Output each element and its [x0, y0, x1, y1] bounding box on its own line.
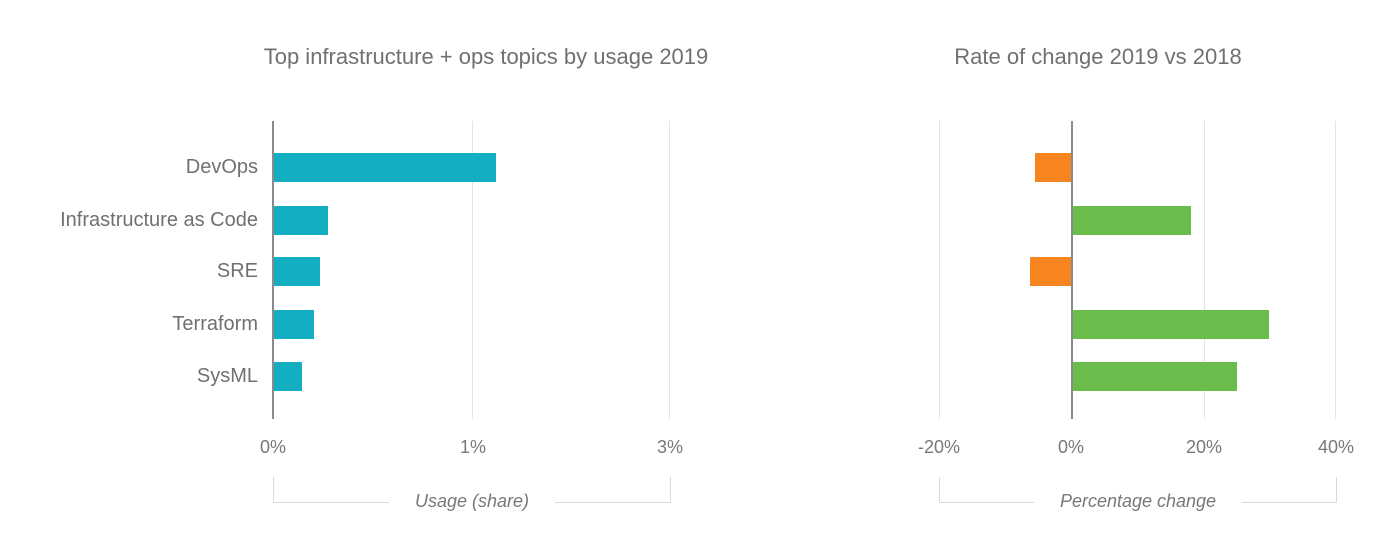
- category-label-sre: SRE: [216, 260, 258, 282]
- gridline: [1335, 121, 1336, 419]
- bar-infrastructure-as-code: [274, 206, 328, 235]
- gridline: [1204, 121, 1205, 419]
- bar-infrastructure-as-code: [1073, 206, 1191, 235]
- bracket-stub: [273, 477, 274, 503]
- x-tick-label: 20%: [1185, 437, 1223, 457]
- bar-terraform: [274, 310, 314, 339]
- x-tick-label: 40%: [1317, 437, 1355, 457]
- bracket-line: [274, 502, 389, 503]
- change-x-axis-bracket: Percentage change: [939, 477, 1337, 510]
- bracket-stub: [939, 477, 940, 503]
- category-label-devops: DevOps: [185, 156, 258, 178]
- bar-terraform: [1073, 310, 1269, 339]
- bar-sysml: [274, 362, 302, 391]
- gridline: [669, 121, 670, 419]
- usage-chart-title: Top infrastructure + ops topics by usage…: [263, 44, 709, 69]
- change-chart-title: Rate of change 2019 vs 2018: [954, 44, 1242, 69]
- x-tick-label: 1%: [459, 437, 486, 457]
- usage-x-axis-bracket: Usage (share): [273, 477, 672, 510]
- bracket-stub: [1336, 477, 1337, 503]
- x-tick-label: 3%: [656, 437, 683, 457]
- x-tick-label: 0%: [1057, 437, 1084, 457]
- zero-axis-line: [272, 121, 274, 419]
- zero-axis-line: [1071, 121, 1073, 419]
- gridline: [939, 121, 940, 419]
- bracket-stub: [670, 477, 672, 503]
- bar-devops: [274, 153, 496, 182]
- category-label-infrastructure-as-code: Infrastructure as Code: [60, 209, 258, 231]
- bracket-line: [1242, 502, 1336, 503]
- bar-sre: [274, 257, 320, 286]
- bracket-line: [940, 502, 1034, 503]
- change-plot-area: [939, 121, 1336, 419]
- usage-plot-area: [272, 121, 670, 419]
- x-tick-label: 0%: [259, 437, 286, 457]
- gridline: [472, 121, 473, 419]
- bar-sre: [1030, 257, 1071, 286]
- bar-sysml: [1073, 362, 1237, 391]
- change-axis-title: Percentage change: [1059, 491, 1217, 511]
- x-tick-label: -20%: [917, 437, 961, 457]
- usage-axis-title: Usage (share): [414, 491, 530, 511]
- category-label-terraform: Terraform: [172, 313, 258, 335]
- category-label-sysml: SysML: [196, 365, 258, 387]
- bracket-line: [555, 502, 671, 503]
- bar-devops: [1035, 153, 1071, 182]
